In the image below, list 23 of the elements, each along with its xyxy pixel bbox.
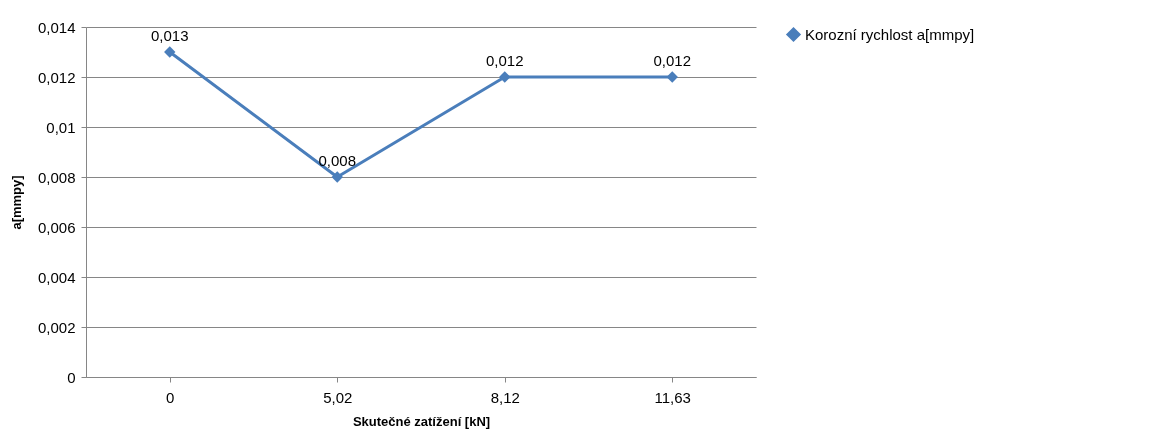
y-tick-label: 0,006 xyxy=(37,218,76,236)
legend-label: Korozní rychlost a[mmpy] xyxy=(805,25,975,43)
y-tick-label: 0,002 xyxy=(37,318,76,336)
y-tick-label: 0,01 xyxy=(46,118,76,136)
x-tick-label: 5,02 xyxy=(323,388,353,406)
data-label: 0,008 xyxy=(318,152,357,169)
y-tick-label: 0,008 xyxy=(37,168,76,186)
x-tick-label: 8,12 xyxy=(490,388,520,406)
x-axis-title: Skutečné zatížení [kN] xyxy=(352,413,491,429)
y-tick-label: 0 xyxy=(67,368,76,386)
x-tick-label: 11,63 xyxy=(654,388,691,406)
point xyxy=(666,71,678,83)
data-label: 0,012 xyxy=(653,52,692,69)
x-tick-label: 0 xyxy=(166,388,175,406)
y-tick-label: 0,012 xyxy=(37,68,76,86)
y-axis-title: a[mmpy] xyxy=(8,175,24,230)
point xyxy=(331,171,343,183)
data-label: 0,012 xyxy=(485,52,524,69)
data-label: 0,013 xyxy=(150,27,189,44)
y-tick-label: 0,004 xyxy=(37,268,76,286)
point xyxy=(499,71,511,83)
point xyxy=(164,46,176,58)
y-tick-label: 0,014 xyxy=(37,18,76,36)
